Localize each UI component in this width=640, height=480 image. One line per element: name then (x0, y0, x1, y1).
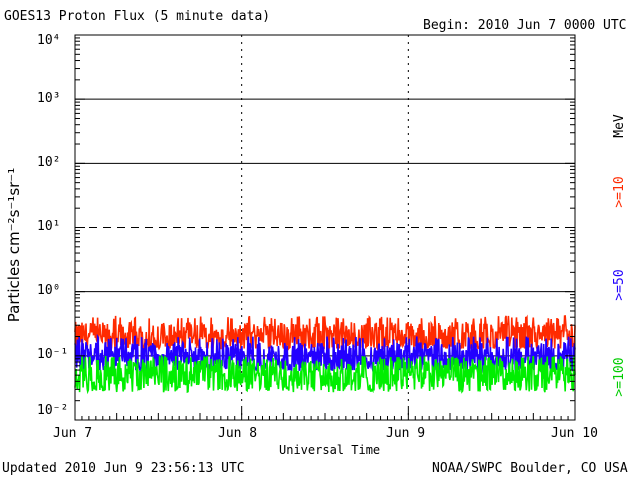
legend-series-100: >=100 (612, 357, 627, 397)
series-line-0 (74, 314, 576, 352)
legend-unit: MeV (612, 114, 627, 138)
legend-series-50: >=50 (612, 269, 627, 301)
y-tick-label: 10⁰ (37, 283, 61, 298)
x-tick-label: Jun 9 (386, 426, 426, 441)
y-axis-label: Particles cm⁻²s⁻¹sr⁻¹ (5, 167, 23, 323)
y-tick-label: 10² (37, 155, 61, 170)
x-axis-label: Universal Time (279, 443, 381, 457)
x-tick-label: Jun 7 (53, 426, 93, 441)
legend-series-10: >=10 (612, 176, 627, 208)
series-line-2 (74, 354, 576, 395)
y-tick-label: 10⁻² (37, 403, 69, 418)
tick-layer (74, 34, 576, 421)
y-tick-label: 10¹ (37, 219, 61, 234)
y-tick-label: 10⁴ (37, 33, 61, 48)
credit: NOAA/SWPC Boulder, CO USA (432, 461, 628, 476)
x-tick-label: Jun 10 (551, 426, 598, 441)
chart-title: GOES13 Proton Flux (5 minute data) (4, 9, 271, 24)
begin-time: Begin: 2010 Jun 7 0000 UTC (423, 18, 627, 33)
x-tick-label: Jun 8 (218, 426, 258, 441)
updated-time: Updated 2010 Jun 9 23:56:13 UTC (2, 461, 245, 476)
series-layer (74, 314, 576, 395)
y-tick-label: 10⁻¹ (37, 347, 69, 362)
y-tick-label: 10³ (37, 91, 61, 106)
